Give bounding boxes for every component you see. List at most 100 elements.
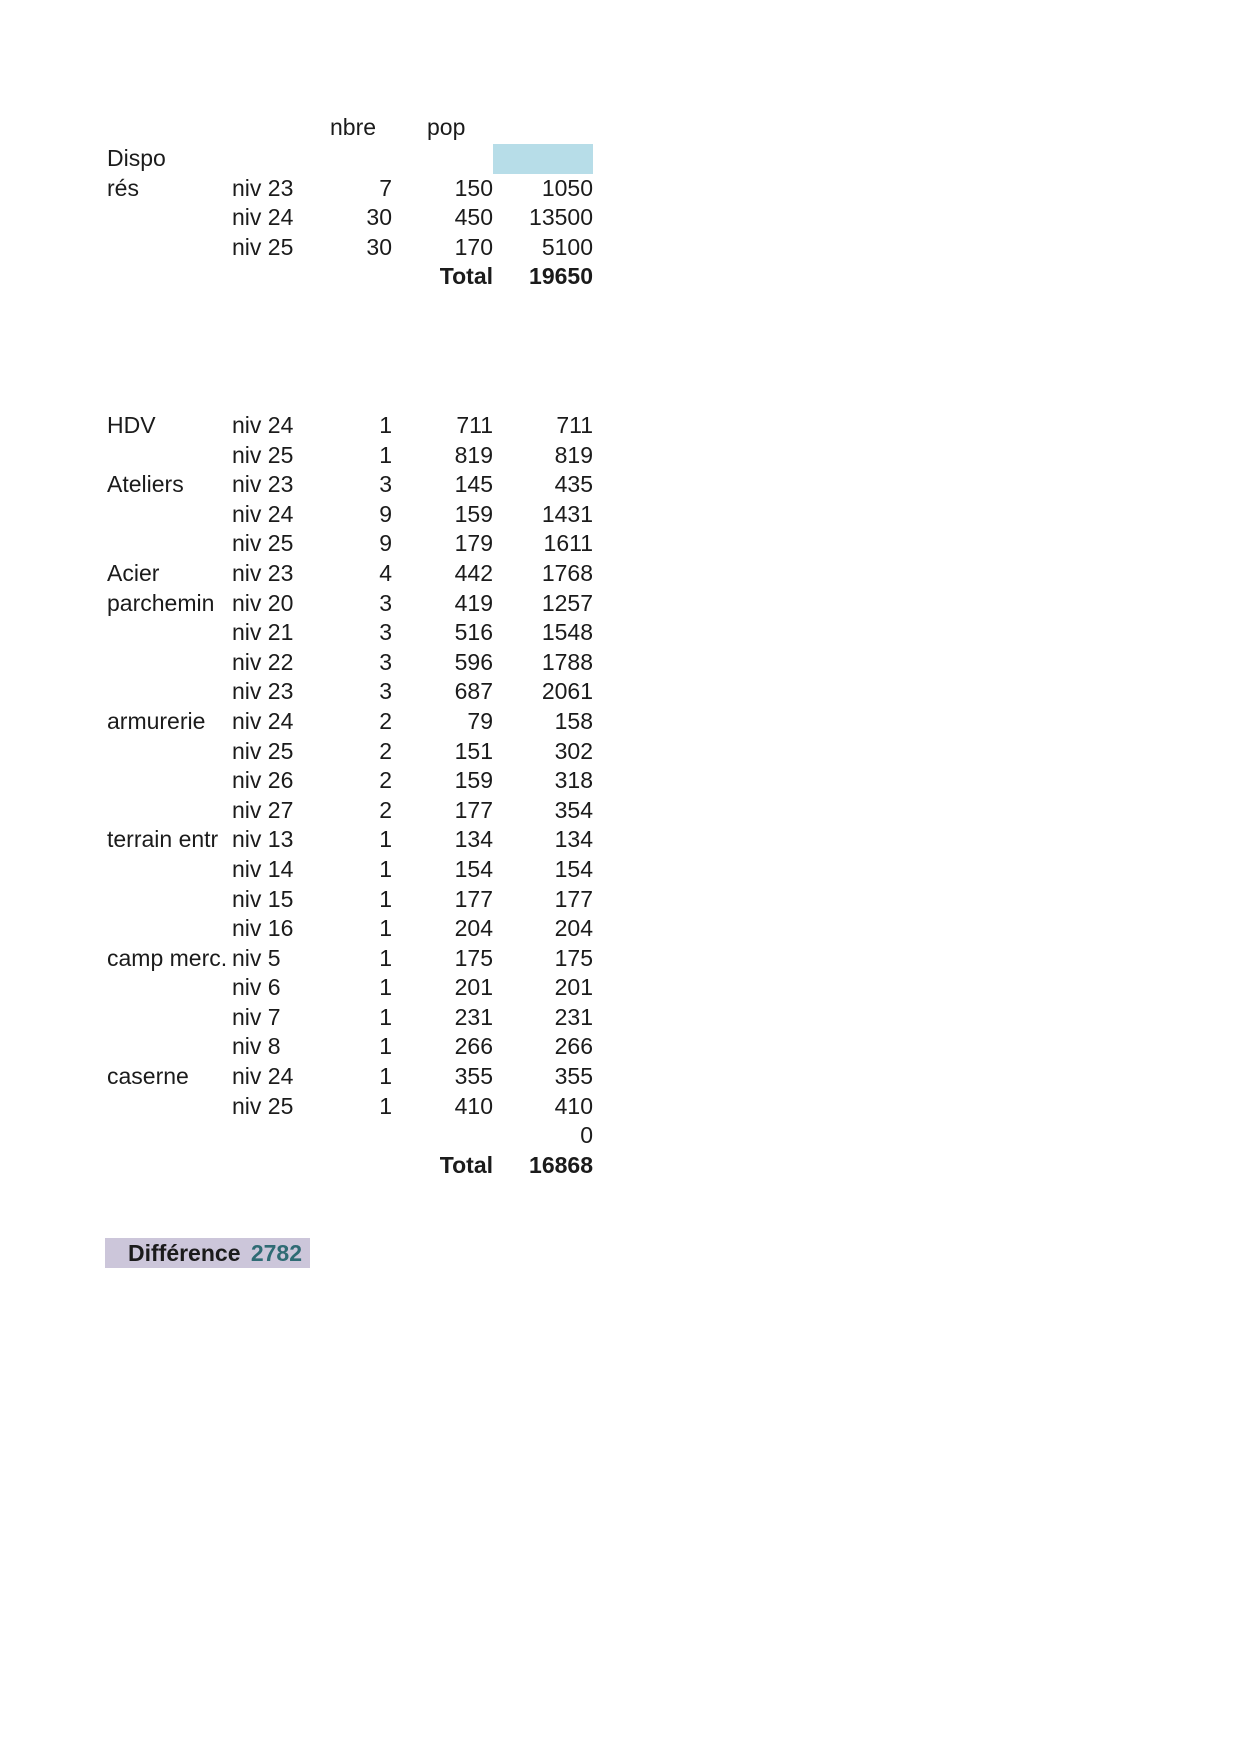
cell: niv 25 — [232, 441, 294, 468]
cell — [392, 1121, 493, 1151]
table-row: parchemin niv 20 3 419 1257 — [107, 589, 593, 619]
cell: 175 — [454, 944, 493, 971]
cell: 4 — [379, 559, 392, 586]
table-row: Ateliers niv 23 3 145 435 — [107, 470, 593, 500]
cell: 134 — [454, 826, 493, 853]
cell — [232, 262, 332, 292]
cell: 516 — [454, 619, 493, 646]
cell — [107, 1003, 232, 1033]
cell — [107, 262, 232, 292]
cell: niv 25 — [232, 233, 294, 260]
cell: 159 — [454, 500, 493, 527]
cell: 819 — [554, 441, 593, 468]
cell: 266 — [454, 1033, 493, 1060]
column-header-nbre: nbre — [330, 114, 377, 140]
cell: niv 23 — [232, 678, 294, 705]
cell: 177 — [454, 796, 493, 823]
table-row: niv 24 30 450 13500 — [107, 203, 593, 233]
cell: niv 24 — [232, 500, 294, 527]
cell: 201 — [454, 974, 493, 1001]
cell: Ateliers — [107, 471, 184, 498]
table-row: 0 — [107, 1121, 593, 1151]
cell: armurerie — [107, 707, 206, 734]
cell: 1 — [379, 826, 392, 853]
cell: niv 21 — [232, 619, 294, 646]
cell: 410 — [554, 1092, 593, 1119]
cell: niv 23 — [232, 559, 294, 586]
cell — [107, 203, 232, 233]
cell: niv 22 — [232, 648, 294, 675]
table-row: Acier niv 23 4 442 1768 — [107, 559, 593, 589]
cell: 711 — [556, 412, 593, 438]
availability-table: Dispo rés niv 23 7 150 1050 niv 24 30 450 13500 ni… — [107, 144, 593, 292]
cell: 355 — [454, 1063, 493, 1090]
cell: 5100 — [541, 233, 593, 260]
cell: niv 23 — [232, 174, 294, 201]
cell: terrain entr — [107, 826, 219, 853]
table-row: niv 25 1 819 819 — [107, 441, 593, 471]
cell: Total — [439, 263, 493, 290]
cell: 435 — [554, 471, 593, 498]
cell: 154 — [454, 855, 493, 882]
cell: 201 — [554, 974, 593, 1001]
table-row: HDV niv 24 1 711 711 — [107, 411, 593, 441]
cell — [107, 500, 232, 530]
cell: niv 24 — [232, 412, 294, 438]
cell — [107, 1032, 232, 1062]
cell: niv 23 — [232, 471, 294, 498]
cell: niv 24 — [232, 204, 294, 231]
table-row: niv 22 3 596 1788 — [107, 648, 593, 678]
cell — [107, 529, 232, 559]
table-row: armurerie niv 24 2 79 158 — [107, 707, 593, 737]
cell — [332, 1121, 392, 1151]
cell: 150 — [454, 174, 493, 201]
cell — [107, 1092, 232, 1122]
cell: Total — [439, 1151, 493, 1178]
cell: 711 — [456, 412, 493, 438]
table-row: niv 27 2 177 354 — [107, 796, 593, 826]
table-row: niv 25 2 151 302 — [107, 737, 593, 767]
cell: 19650 — [529, 263, 593, 290]
cell: 145 — [454, 471, 493, 498]
cell: niv 27 — [232, 796, 294, 823]
cell: 1 — [379, 1033, 392, 1060]
cell: 134 — [554, 826, 593, 853]
cell: 1 — [379, 885, 392, 912]
cell: 154 — [554, 855, 593, 882]
cell: 3 — [379, 471, 392, 498]
cell — [107, 677, 232, 707]
cell: 9 — [379, 530, 392, 557]
table-row: niv 21 3 516 1548 — [107, 618, 593, 648]
cell — [107, 766, 232, 796]
table-row: niv 7 1 231 231 — [107, 1003, 593, 1033]
cell — [107, 618, 232, 648]
buildings-table: HDV niv 24 1 711 711 niv 25 1 819 819 Ateliers niv… — [107, 411, 593, 1180]
table-row: camp merc. niv 5 1 175 175 — [107, 944, 593, 974]
cell: niv 15 — [232, 885, 294, 912]
table-row: niv 26 2 159 318 — [107, 766, 593, 796]
cell — [107, 885, 232, 915]
table-row: Total 16868 — [107, 1151, 593, 1181]
cell: niv 26 — [232, 767, 294, 794]
cell: 1 — [379, 1003, 392, 1030]
table-row: niv 24 9 159 1431 — [107, 500, 593, 530]
cell — [107, 1121, 232, 1151]
cell — [107, 441, 232, 471]
table-row: niv 23 3 687 2061 — [107, 677, 593, 707]
cell: caserne — [107, 1063, 189, 1090]
cell: niv 13 — [232, 826, 294, 853]
table-row: niv 16 1 204 204 — [107, 914, 593, 944]
cell: 7 — [379, 174, 392, 201]
cell — [107, 796, 232, 826]
table-row: terrain entr niv 13 1 134 134 — [107, 825, 593, 855]
cell — [232, 1151, 332, 1181]
table-row: niv 25 30 170 5100 — [107, 233, 593, 263]
cell: 819 — [454, 441, 493, 468]
cell: 13500 — [529, 204, 593, 231]
difference-label: Différence — [128, 1240, 241, 1266]
cell — [107, 1151, 232, 1181]
cell: 354 — [554, 796, 593, 823]
table-row: Total 19650 — [107, 262, 593, 292]
cell: 419 — [454, 589, 493, 616]
table-row: caserne niv 24 1 355 355 — [107, 1062, 593, 1092]
